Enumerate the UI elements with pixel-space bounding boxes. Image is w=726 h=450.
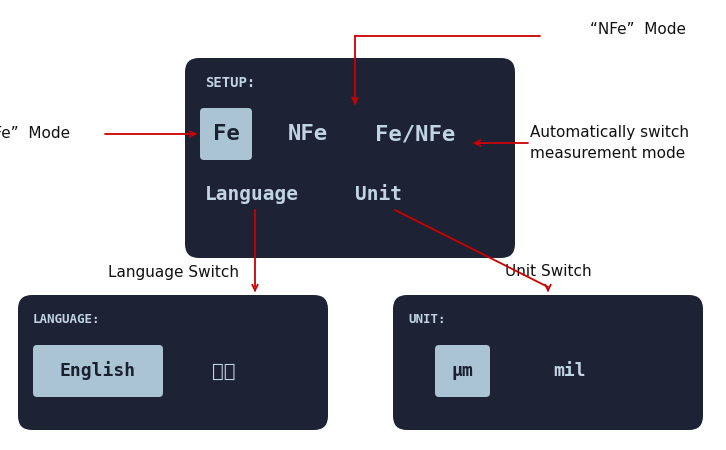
Text: UNIT:: UNIT:	[408, 313, 446, 326]
Text: 中文: 中文	[212, 361, 236, 381]
Text: SETUP:: SETUP:	[205, 76, 256, 90]
Text: μm: μm	[451, 362, 473, 380]
Text: Automatically switch
measurement mode: Automatically switch measurement mode	[530, 125, 689, 161]
Text: Language: Language	[205, 185, 299, 204]
Text: NFe: NFe	[288, 124, 328, 144]
Text: Unit Switch: Unit Switch	[505, 265, 591, 279]
Text: Unit: Unit	[354, 185, 401, 204]
Text: Fe: Fe	[213, 124, 240, 144]
Text: English: English	[60, 361, 136, 381]
Text: Language Switch: Language Switch	[107, 265, 239, 279]
FancyBboxPatch shape	[18, 295, 328, 430]
FancyBboxPatch shape	[435, 345, 490, 397]
FancyBboxPatch shape	[200, 108, 252, 160]
FancyBboxPatch shape	[33, 345, 163, 397]
Text: Fe/NFe: Fe/NFe	[375, 124, 455, 144]
Text: mil: mil	[554, 362, 587, 380]
FancyBboxPatch shape	[185, 58, 515, 258]
Text: “Fe”  Mode: “Fe” Mode	[0, 126, 70, 141]
Text: LANGUAGE:: LANGUAGE:	[33, 313, 100, 326]
Text: “NFe”  Mode: “NFe” Mode	[590, 22, 686, 37]
FancyBboxPatch shape	[393, 295, 703, 430]
